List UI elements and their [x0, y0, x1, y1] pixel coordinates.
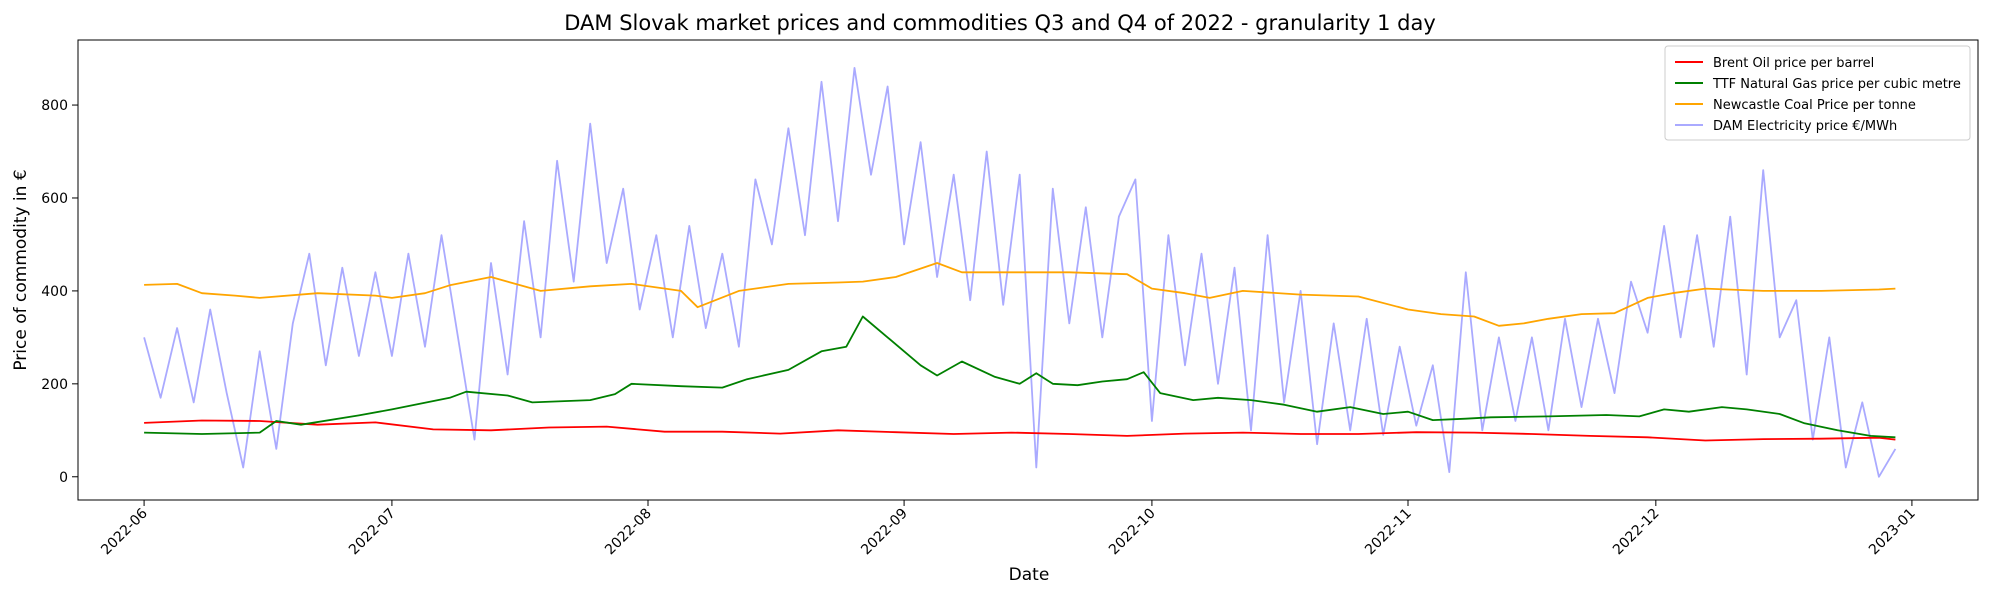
chart-title: DAM Slovak market prices and commodities…	[564, 11, 1436, 35]
y-tick-label: 600	[41, 191, 68, 207]
plot-frame	[77, 39, 1979, 501]
series-line-1	[144, 419, 1896, 442]
series-line-3	[144, 262, 1896, 327]
y-tick-label: 200	[41, 377, 68, 393]
legend-label: TTF Natural Gas price per cubic metre	[1712, 77, 1961, 92]
y-tick-label: 800	[41, 98, 68, 114]
series-line-4	[143, 67, 1897, 478]
legend-label: Newcastle Coal Price per tonne	[1713, 98, 1916, 113]
legend-box	[1664, 45, 1971, 141]
legend-label: DAM Electricity price €/MWh	[1713, 119, 1897, 134]
series-line-2	[144, 315, 1896, 439]
x-axis-label: Date	[1009, 565, 1050, 585]
plot-background	[78, 40, 1978, 500]
y-axis-label: Price of commodity in €	[11, 169, 31, 370]
legend: Brent Oil price per barrel TTF Natural Ga…	[1664, 45, 1971, 141]
series-layer	[143, 67, 1897, 478]
legend-label: Brent Oil price per barrel	[1713, 56, 1874, 71]
plot-area	[77, 39, 1979, 501]
y-tick-label: 0	[59, 470, 68, 486]
y-axis: 0 200 400 600 800	[41, 98, 78, 486]
y-tick-label: 400	[41, 284, 68, 300]
